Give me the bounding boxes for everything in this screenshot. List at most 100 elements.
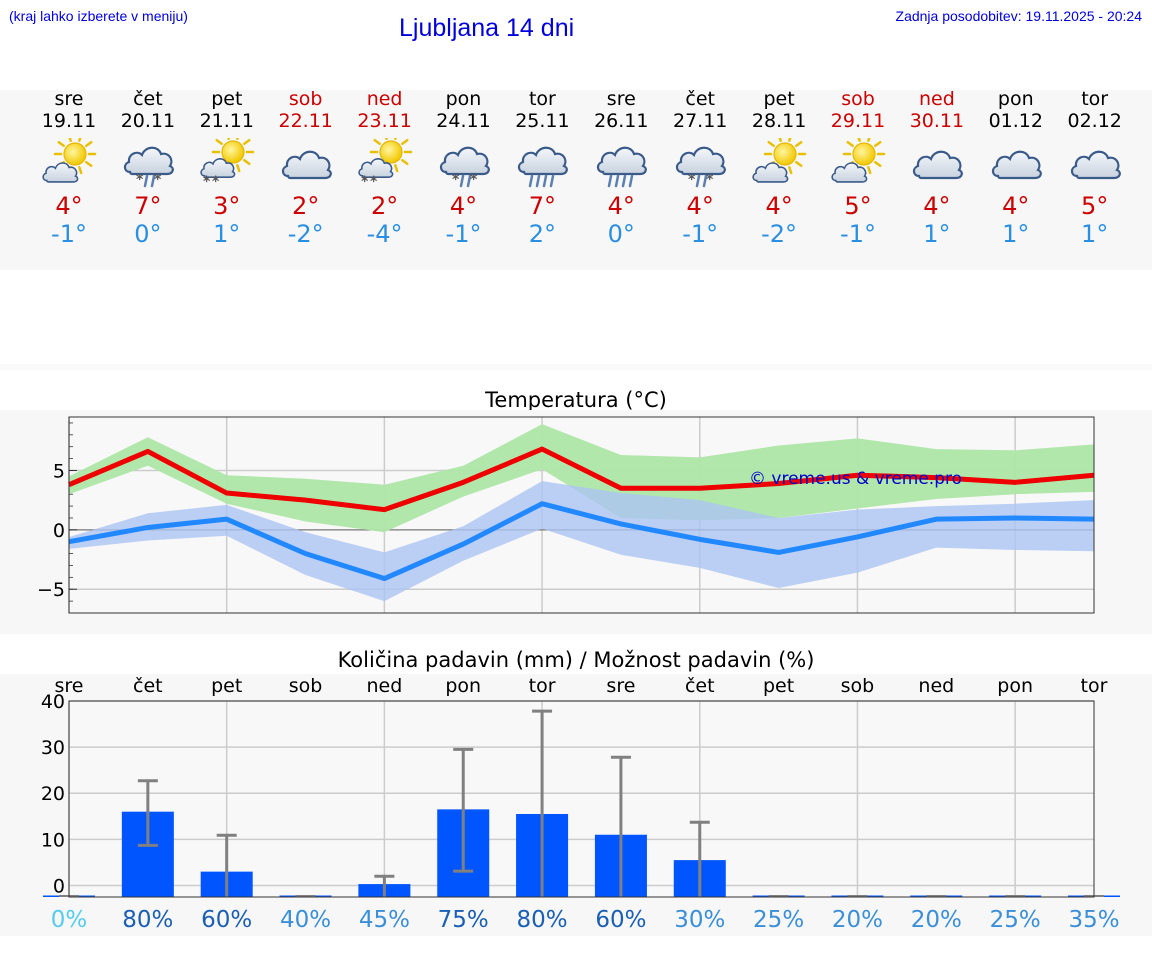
day-date: 01.12 bbox=[988, 110, 1043, 132]
y-tick-label: 20 bbox=[41, 783, 65, 805]
y-tick-label: 0 bbox=[53, 520, 65, 542]
day-column: tor 25.11 7° 2° bbox=[502, 88, 582, 248]
day-label: sob bbox=[841, 675, 875, 697]
day-date: 24.11 bbox=[436, 110, 491, 132]
day-name: čet bbox=[685, 88, 715, 110]
day-date: 26.11 bbox=[594, 110, 649, 132]
day-date: 30.11 bbox=[909, 110, 965, 132]
y-tick-label: 40 bbox=[41, 691, 65, 713]
sun-cloud-snow-icon: * * bbox=[200, 138, 255, 190]
day-label: pon bbox=[997, 675, 1033, 697]
day-date: 29.11 bbox=[830, 110, 886, 132]
max-temperature: 4° bbox=[449, 192, 478, 220]
precipitation-probability: 30% bbox=[674, 907, 725, 933]
max-temperature-band bbox=[69, 424, 1094, 533]
max-temperature: 2° bbox=[292, 192, 320, 220]
max-temperature: 4° bbox=[765, 192, 793, 220]
cloud-rain-icon bbox=[518, 146, 569, 188]
day-name: sre bbox=[606, 88, 636, 110]
max-temperature: 4° bbox=[923, 192, 951, 220]
day-name: sob bbox=[841, 88, 875, 110]
max-temperature: 4° bbox=[1002, 192, 1030, 220]
day-label: pon bbox=[445, 675, 481, 697]
cloud-icon bbox=[912, 150, 963, 180]
min-temperature: -1° bbox=[445, 220, 482, 248]
day-column: pon 24.11 * * 4° -1° bbox=[424, 88, 504, 248]
y-tick-label: −5 bbox=[37, 579, 65, 601]
min-temperature: -4° bbox=[366, 220, 403, 248]
day-name: pet bbox=[211, 88, 243, 110]
svg-text:*: * bbox=[688, 172, 696, 188]
svg-text:*: * bbox=[212, 174, 220, 190]
day-column: čet 20.11 * * 7° 0° bbox=[108, 88, 188, 248]
max-temperature: 4° bbox=[607, 192, 635, 220]
min-temperature: 1° bbox=[1081, 220, 1109, 248]
cloud-snow-rain-icon: * * bbox=[439, 146, 490, 188]
cloud-icon bbox=[281, 150, 332, 180]
max-temperature: 4° bbox=[55, 192, 83, 220]
day-column: čet 27.11 * * 4° -1° bbox=[660, 88, 740, 248]
min-temperature: 0° bbox=[607, 220, 635, 248]
precipitation-probability: 40% bbox=[280, 907, 331, 933]
svg-text:*: * bbox=[203, 174, 211, 190]
min-temperature: 0° bbox=[134, 220, 162, 248]
day-name: ned bbox=[918, 88, 955, 110]
day-label: ned bbox=[366, 675, 402, 697]
day-label: ned bbox=[918, 675, 954, 697]
day-column: sre 26.11 4° 0° bbox=[581, 88, 661, 248]
svg-text:*: * bbox=[361, 174, 369, 190]
y-tick-label: 5 bbox=[53, 460, 65, 482]
section-divider bbox=[0, 364, 1152, 370]
max-temperature: 7° bbox=[134, 192, 162, 220]
day-date: 25.11 bbox=[515, 110, 570, 132]
precipitation-probability: 20% bbox=[832, 907, 883, 933]
sun-cloud-icon bbox=[752, 138, 807, 183]
max-temperature: 4° bbox=[686, 192, 714, 220]
day-name: pet bbox=[763, 88, 795, 110]
min-temperature: -2° bbox=[287, 220, 324, 248]
precipitation-probability: 60% bbox=[595, 907, 646, 933]
day-name: tor bbox=[1081, 88, 1109, 110]
max-temperature: 5° bbox=[844, 192, 872, 220]
cloud-snow-rain-icon: * * bbox=[676, 146, 727, 188]
y-tick-label: 10 bbox=[41, 829, 65, 851]
min-temperature: -2° bbox=[761, 220, 798, 248]
forecast-band bbox=[0, 90, 1152, 270]
day-column: pet 21.11 * * 3° 1° bbox=[187, 88, 267, 248]
max-temperature: 5° bbox=[1081, 192, 1109, 220]
day-name: sob bbox=[288, 88, 323, 110]
temperature-chart-title: Temperatura (°C) bbox=[485, 388, 667, 412]
day-label: pet bbox=[211, 675, 242, 697]
day-date: 22.11 bbox=[278, 110, 333, 132]
day-label: sob bbox=[289, 675, 323, 697]
day-column: sob 29.11 5° -1° bbox=[818, 88, 898, 248]
day-label: tor bbox=[529, 675, 556, 697]
day-name: pon bbox=[445, 88, 482, 110]
day-label: tor bbox=[1081, 675, 1108, 697]
svg-text:*: * bbox=[370, 174, 378, 190]
max-temperature: 7° bbox=[528, 192, 557, 220]
day-date: 02.12 bbox=[1067, 110, 1122, 132]
svg-text:*: * bbox=[136, 172, 144, 188]
precipitation-probability: 60% bbox=[201, 907, 252, 933]
temperature-chart: −5 0 5 © vreme.us & vreme.pro bbox=[37, 416, 1095, 614]
day-label: čet bbox=[133, 675, 163, 697]
min-temperature: -1° bbox=[840, 220, 876, 248]
precipitation-probability: 80% bbox=[517, 907, 568, 933]
cloud-icon bbox=[991, 150, 1042, 180]
min-temperature: 2° bbox=[528, 220, 557, 248]
cloud-snow-rain-icon: * * bbox=[123, 146, 174, 188]
svg-text:*: * bbox=[452, 172, 460, 188]
day-name: tor bbox=[528, 88, 556, 110]
precipitation-chart-title: Količina padavin (mm) / Možnost padavin … bbox=[337, 648, 815, 672]
sun-cloud-icon bbox=[42, 138, 97, 183]
location-hint[interactable]: (kraj lahko izberete v meniju) bbox=[9, 8, 188, 24]
precipitation-probability: 25% bbox=[753, 907, 804, 933]
max-temperature: 3° bbox=[213, 192, 241, 220]
day-label: sre bbox=[606, 675, 635, 697]
day-label: sre bbox=[55, 675, 84, 697]
day-date: 20.11 bbox=[120, 110, 176, 132]
day-label: pet bbox=[763, 675, 794, 697]
day-date: 28.11 bbox=[751, 110, 807, 132]
